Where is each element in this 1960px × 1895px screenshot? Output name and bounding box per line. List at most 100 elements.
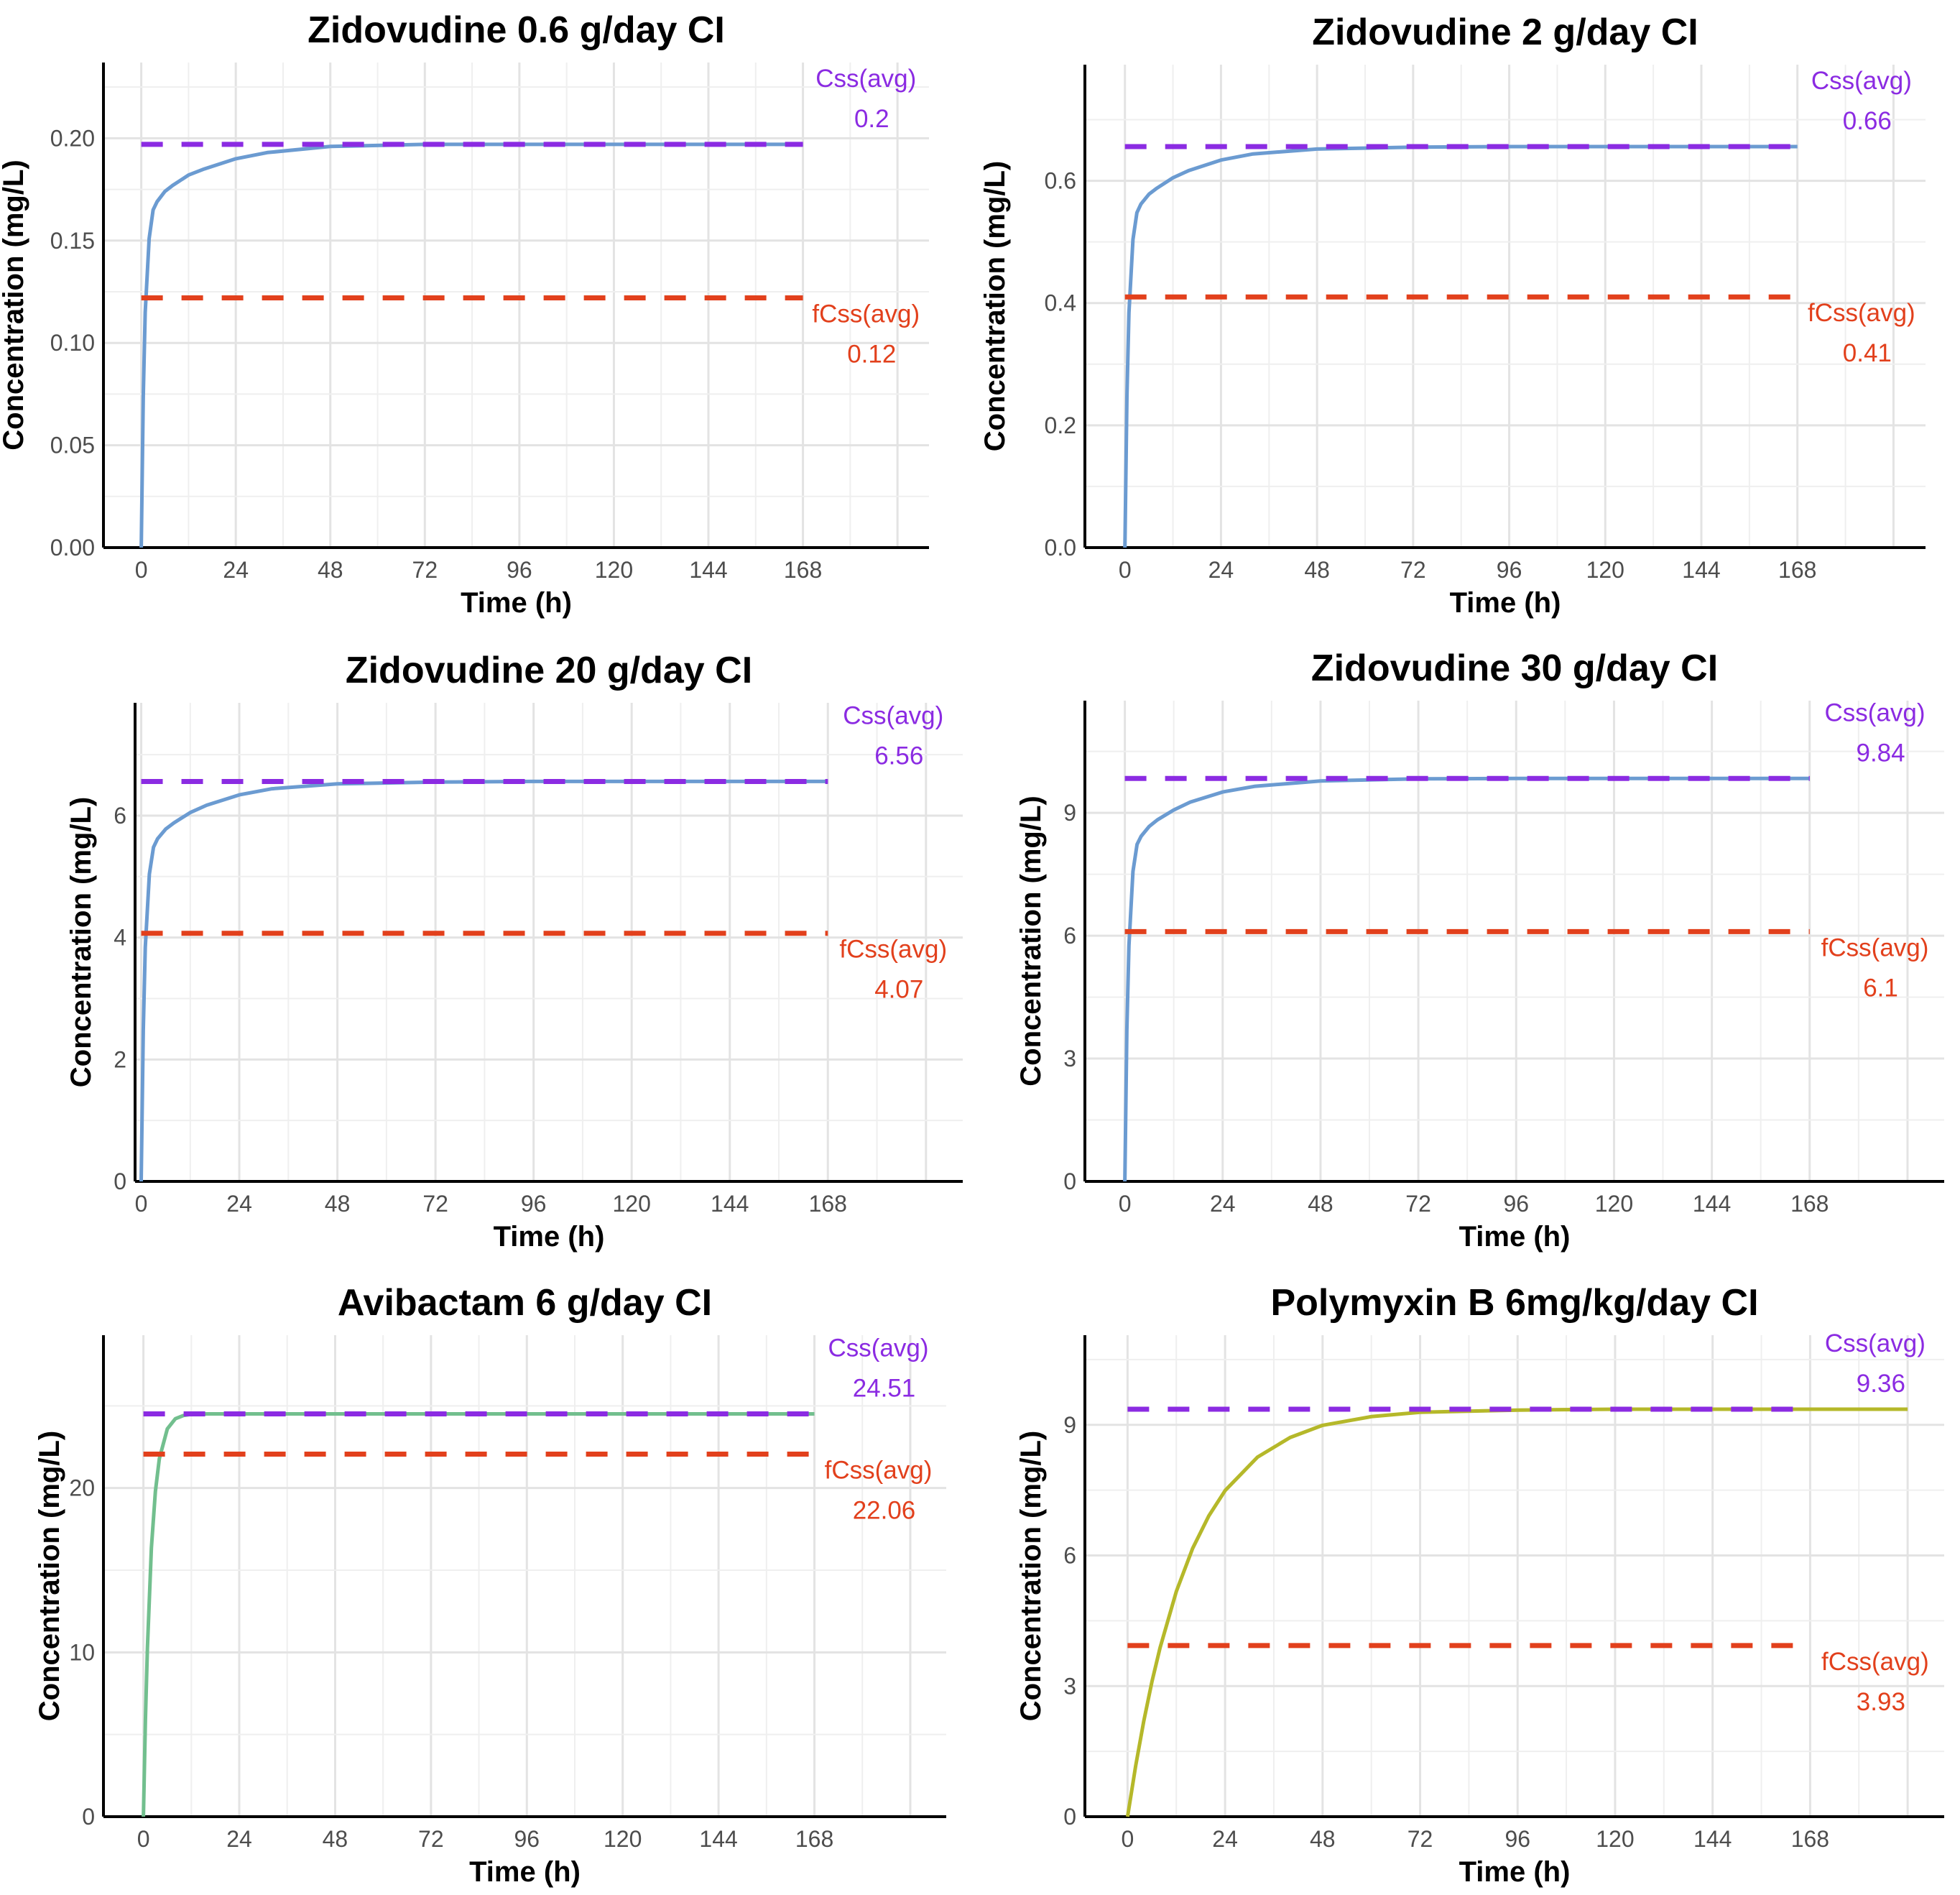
x-tick-label: 120: [604, 1826, 642, 1852]
chart-panel: 0 24 48 72 96 120 144 168 0 10 20 Avibactam 6 g/day…: [34, 1282, 946, 1888]
reference-name-label: Css(avg): [1825, 1329, 1926, 1357]
x-tick-label: 96: [1504, 1826, 1530, 1852]
x-tick-label: 0: [1119, 1191, 1132, 1217]
y-axis-title: Concentration (mg/L): [65, 797, 97, 1087]
y-tick-label: 0.00: [50, 535, 95, 561]
x-tick-label: 72: [422, 1191, 448, 1217]
x-tick-label: 0: [1121, 1826, 1134, 1852]
reference-name-label: fCss(avg): [825, 1457, 933, 1485]
x-tick-label: 24: [1208, 557, 1234, 583]
x-tick-label: 48: [1310, 1826, 1336, 1852]
y-tick-label: 4: [114, 925, 126, 951]
x-tick-label: 24: [226, 1826, 252, 1852]
y-tick-label: 0: [82, 1804, 95, 1830]
y-tick-label: 9: [1063, 800, 1076, 826]
x-tick-label: 168: [795, 1826, 833, 1852]
x-tick-label: 144: [689, 557, 727, 583]
y-tick-label: 9: [1063, 1412, 1076, 1438]
chart-panel: 0 24 48 72 96 120 144 168 0 3 6 9 Polymyxin B 6mg/kg…: [1015, 1282, 1944, 1888]
x-axis-title: Time (h): [461, 587, 572, 619]
chart-title: Avibactam 6 g/day CI: [338, 1282, 712, 1324]
y-tick-label: 0: [1063, 1168, 1076, 1194]
x-tick-label: 24: [1210, 1191, 1236, 1217]
y-tick-label: 6: [1063, 1543, 1076, 1569]
y-tick-label: 6: [1063, 923, 1076, 949]
y-tick-label: 0.15: [50, 228, 95, 254]
x-axis-title: Time (h): [469, 1856, 581, 1888]
reference-value-label: 0.12: [847, 341, 896, 369]
x-tick-label: 168: [809, 1191, 847, 1217]
reference-name-label: fCss(avg): [1808, 299, 1915, 327]
x-tick-label: 144: [1682, 557, 1720, 583]
y-axis-title: Concentration (mg/L): [1015, 1431, 1047, 1721]
x-tick-label: 24: [223, 557, 249, 583]
y-tick-label: 3: [1063, 1673, 1076, 1699]
chart-title: Zidovudine 0.6 g/day CI: [308, 9, 725, 51]
chart-title: Zidovudine 2 g/day CI: [1312, 11, 1698, 53]
x-tick-label: 96: [521, 1191, 547, 1217]
x-axis-title: Time (h): [1459, 1856, 1571, 1888]
y-tick-label: 0: [114, 1168, 126, 1194]
x-tick-label: 168: [1790, 1191, 1829, 1217]
x-tick-label: 120: [1596, 1826, 1634, 1852]
reference-value-label: 0.41: [1843, 339, 1892, 367]
x-tick-label: 96: [507, 557, 532, 583]
x-tick-label: 24: [1212, 1826, 1238, 1852]
chart-title: Zidovudine 30 g/day CI: [1311, 647, 1718, 689]
x-tick-label: 72: [418, 1826, 444, 1852]
x-tick-label: 120: [613, 1191, 651, 1217]
reference-value-label: 0.2: [854, 105, 889, 133]
reference-name-label: Css(avg): [1825, 698, 1926, 727]
y-tick-label: 0.05: [50, 433, 95, 458]
x-tick-label: 120: [595, 557, 633, 583]
reference-name-label: Css(avg): [828, 1334, 928, 1363]
x-tick-label: 0: [135, 1191, 148, 1217]
x-tick-label: 168: [1791, 1826, 1829, 1852]
x-tick-label: 120: [1586, 557, 1624, 583]
y-tick-label: 0.4: [1045, 290, 1076, 316]
reference-value-label: 4.07: [874, 976, 923, 1004]
reference-name-label: Css(avg): [1811, 67, 1912, 95]
x-tick-label: 120: [1595, 1191, 1633, 1217]
x-tick-label: 144: [711, 1191, 749, 1217]
chart-panel: 0 24 48 72 96 120 144 168 0.0 0.2 0.4 0.6 Zidovudine…: [979, 11, 1926, 619]
x-tick-label: 72: [1407, 1826, 1433, 1852]
x-tick-label: 168: [784, 557, 822, 583]
x-tick-label: 168: [1778, 557, 1816, 583]
reference-name-label: Css(avg): [843, 701, 943, 729]
y-tick-label: 0.10: [50, 330, 95, 356]
y-tick-label: 20: [69, 1475, 95, 1501]
chart-title: Zidovudine 20 g/day CI: [346, 650, 752, 691]
x-tick-label: 72: [412, 557, 438, 583]
x-tick-label: 48: [325, 1191, 351, 1217]
y-tick-label: 0.6: [1045, 168, 1076, 194]
x-tick-label: 72: [1405, 1191, 1431, 1217]
x-axis-title: Time (h): [1450, 587, 1561, 619]
reference-name-label: fCss(avg): [1821, 1648, 1929, 1676]
reference-value-label: 9.84: [1856, 739, 1905, 767]
x-tick-label: 96: [514, 1826, 540, 1852]
y-tick-label: 3: [1063, 1046, 1076, 1071]
x-tick-label: 144: [699, 1826, 737, 1852]
reference-value-label: 6.56: [874, 742, 923, 770]
reference-value-label: 6.1: [1863, 974, 1898, 1002]
x-tick-label: 144: [1693, 1191, 1731, 1217]
chart-panel: 0 24 48 72 96 120 144 168 0 3 6 9 Zidovudine 30 g/da…: [1015, 647, 1944, 1253]
reference-value-label: 24.51: [853, 1375, 916, 1403]
concentration-curve: [139, 142, 803, 548]
y-axis-title: Concentration (mg/L): [0, 160, 29, 450]
x-tick-label: 48: [318, 557, 343, 583]
reference-value-label: 3.93: [1857, 1688, 1905, 1716]
chart-panel: 0 24 48 72 96 120 144 168 0.00 0.05 0.10 0.15 0.20 Zi…: [0, 9, 929, 619]
y-axis-title: Concentration (mg/L): [979, 161, 1011, 451]
y-tick-label: 0: [1063, 1804, 1076, 1830]
y-tick-label: 6: [114, 803, 126, 829]
chart-title: Polymyxin B 6mg/kg/day CI: [1270, 1282, 1758, 1324]
x-tick-label: 0: [137, 1826, 150, 1852]
y-tick-label: 2: [114, 1046, 126, 1072]
concentration-curve: [142, 1412, 815, 1817]
x-tick-label: 144: [1693, 1826, 1732, 1852]
x-tick-label: 0: [135, 557, 148, 583]
reference-name-label: fCss(avg): [1821, 933, 1929, 962]
